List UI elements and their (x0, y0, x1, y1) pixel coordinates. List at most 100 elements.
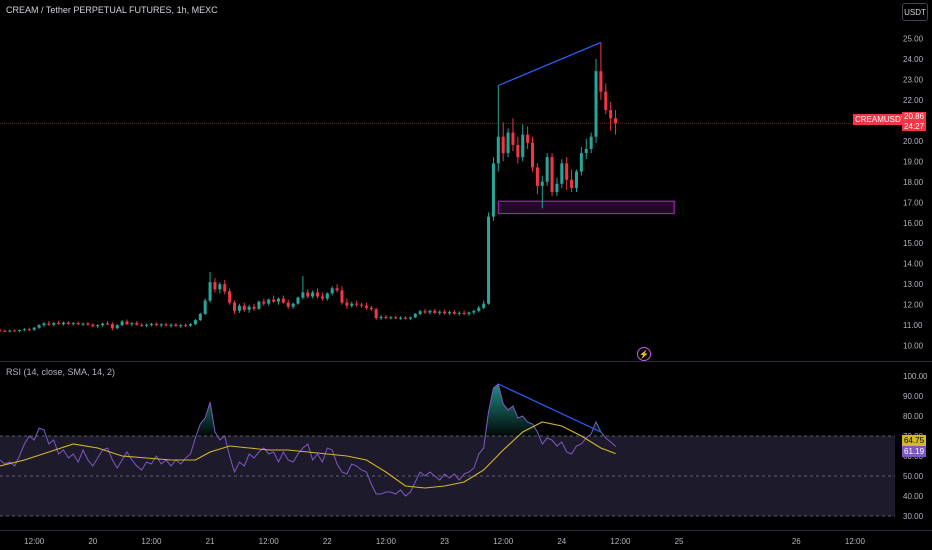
candle-body (609, 110, 613, 119)
candle-body (574, 171, 578, 188)
candle-body (604, 91, 608, 111)
candle (555, 177, 559, 197)
candle (47, 321, 51, 326)
candle (320, 292, 324, 301)
candle (379, 314, 383, 321)
candle (540, 175, 544, 209)
candle (570, 169, 574, 193)
candle (193, 319, 197, 326)
candle-body (325, 293, 329, 299)
candle (169, 323, 173, 328)
time-axis-tick: 12:00 (845, 537, 866, 546)
time-axis-tick: 21 (206, 537, 215, 546)
candle-body (560, 163, 564, 184)
candle (22, 328, 26, 332)
candle-body (179, 325, 183, 327)
candle (491, 157, 495, 221)
candle-body (477, 307, 481, 311)
candle-body (13, 330, 17, 332)
price-axis-tick: 14.00 (903, 260, 924, 269)
candle-body (428, 310, 432, 313)
bar-countdown-tag: 24:27 (902, 122, 927, 131)
candle-body (316, 292, 320, 297)
chart-title: CREAM / Tether PERPETUAL FUTURES, 1h, ME… (6, 5, 218, 15)
time-axis-tick: 24 (557, 537, 566, 546)
candle (330, 286, 334, 296)
candle (496, 85, 500, 172)
candle (374, 307, 378, 321)
candle (281, 295, 285, 304)
candle (267, 298, 271, 306)
lightning-icon[interactable]: ⚡ (637, 347, 651, 361)
candle-body (71, 323, 75, 325)
candle (61, 321, 66, 326)
candle (96, 324, 100, 329)
candle-body (228, 291, 232, 303)
candle (228, 288, 232, 305)
candle-body (145, 324, 149, 326)
candle-body (272, 299, 276, 302)
rsi-trendline (498, 383, 602, 433)
candle-body (18, 330, 22, 332)
candle-body (86, 323, 90, 325)
candle (247, 304, 251, 313)
candle (526, 126, 530, 150)
candle-body (291, 303, 295, 307)
candle (145, 323, 149, 328)
candle-body (198, 313, 202, 321)
candle (242, 302, 246, 312)
candle (530, 136, 535, 172)
candle (66, 321, 70, 325)
candle-body (501, 136, 505, 154)
candle-body (614, 118, 618, 124)
candle (467, 311, 471, 316)
candle (8, 329, 12, 333)
price-axis-tick: 22.00 (903, 96, 924, 105)
candle-body (296, 297, 300, 304)
candle (394, 315, 398, 320)
candle-body (174, 324, 178, 326)
currency-button[interactable]: USDT (902, 3, 928, 21)
candle (164, 322, 168, 327)
candle-body (374, 309, 378, 319)
rsi-indicator-label[interactable]: RSI (14, close, SMA, 14, 2) (6, 367, 116, 377)
time-axis-tick: 22 (323, 537, 332, 546)
candle-body (57, 323, 61, 325)
candle-body (149, 323, 153, 325)
support-zone-rectangle (497, 200, 675, 215)
candle-body (447, 312, 451, 314)
candle (218, 282, 222, 294)
time-axis-tick: 12:00 (141, 537, 162, 546)
candle-body (565, 163, 569, 180)
price-axis-tick: 15.00 (903, 239, 924, 248)
candle (208, 271, 212, 303)
candle-body (61, 322, 66, 325)
candle-body (105, 323, 109, 325)
candle (291, 302, 295, 309)
candle (125, 319, 129, 326)
candle (272, 295, 276, 303)
candle (27, 327, 31, 331)
candle (154, 322, 158, 326)
candle-body (530, 142, 535, 168)
candle-body (208, 282, 212, 301)
candle-body (496, 136, 500, 164)
candle (105, 321, 109, 326)
price-axis-tick: 20.00 (903, 137, 924, 146)
candle-body (8, 330, 12, 332)
candle (184, 323, 188, 328)
candle (262, 298, 266, 306)
candle (350, 301, 354, 308)
candle-body (443, 311, 447, 314)
candle (13, 329, 17, 332)
rsi-axis-tick: 30.00 (903, 512, 924, 521)
candle (579, 146, 583, 176)
candle-body (526, 134, 530, 143)
price-axis-tick: 11.00 (903, 321, 923, 330)
candle (565, 157, 569, 190)
candle-body (423, 311, 427, 313)
candle-body (306, 292, 310, 297)
candle-body (140, 324, 144, 326)
candle (237, 303, 241, 313)
